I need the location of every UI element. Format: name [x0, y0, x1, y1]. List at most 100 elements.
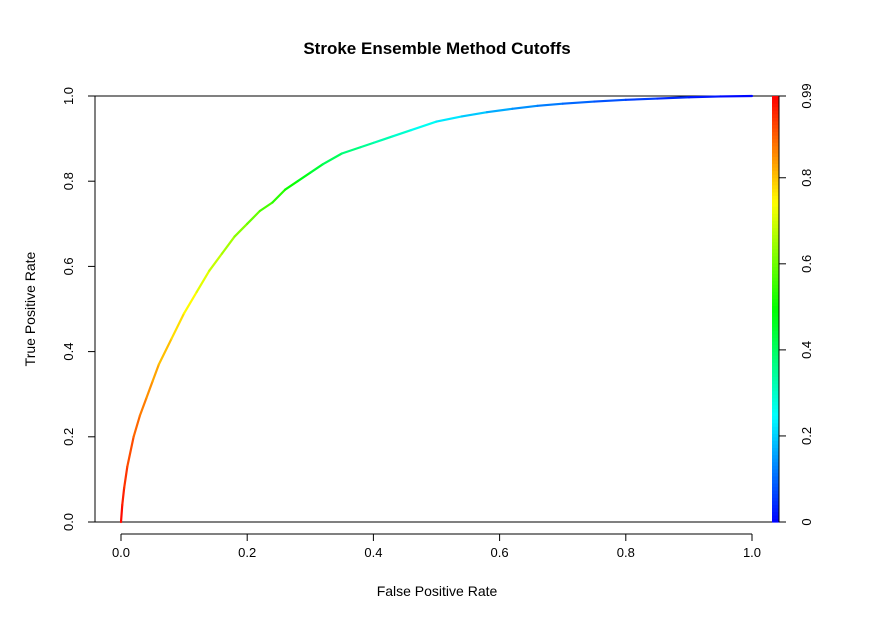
colorbar: 0 0.2 0.4 0.6 0.8 0.99	[772, 83, 814, 526]
curve-segment	[410, 120, 438, 132]
x-tick-label: 0.6	[491, 545, 509, 560]
colorbar-segment	[772, 248, 779, 253]
curve-segment	[485, 107, 514, 114]
colorbar-segment	[772, 152, 779, 157]
colorbar-segment	[772, 177, 779, 182]
curve-segment	[391, 128, 413, 138]
colorbar-segment	[772, 252, 779, 257]
x-tick-label: 0.2	[238, 545, 256, 560]
curve-segment	[145, 380, 154, 400]
colorbar-segment	[772, 376, 779, 381]
curve-segment	[624, 97, 659, 101]
colorbar-tick-label: 0.8	[799, 169, 814, 187]
curve-segment	[321, 152, 343, 166]
colorbar-segment	[772, 269, 779, 275]
colorbar-segment	[772, 351, 779, 356]
curve-segment	[296, 171, 312, 183]
colorbar-segment	[772, 280, 779, 285]
colorbar-segment	[772, 167, 779, 172]
colorbar-segment	[772, 475, 779, 480]
colorbar-segment	[772, 369, 779, 374]
colorbar-segment	[772, 305, 779, 310]
colorbar-segment	[772, 518, 779, 523]
colorbar-segment	[772, 131, 779, 136]
colorbar-segment	[772, 266, 779, 271]
colorbar-segment	[772, 394, 779, 399]
colorbar-segment	[772, 458, 779, 463]
colorbar-segment	[772, 209, 779, 214]
colorbar-segment	[772, 220, 779, 225]
colorbar-segment	[772, 465, 779, 470]
curve-segment	[183, 290, 198, 315]
colorbar-segment	[772, 323, 779, 328]
colorbar-segment	[772, 195, 779, 200]
colorbar-segment	[772, 135, 779, 140]
colorbar-segment	[772, 156, 779, 161]
y-tick-label: 0.4	[61, 343, 76, 361]
colorbar-segment	[772, 397, 779, 402]
curve-segment	[121, 486, 126, 507]
colorbar-segment	[772, 149, 779, 154]
colorbar-segment	[772, 404, 779, 409]
colorbar-segment	[772, 216, 779, 221]
curve-segment	[309, 163, 325, 174]
colorbar-segment	[772, 227, 779, 232]
roc-curve	[119, 94, 754, 524]
colorbar-segment	[772, 362, 779, 367]
curve-segment	[123, 465, 129, 490]
colorbar-segment	[772, 372, 779, 378]
colorbar-segment	[772, 117, 779, 122]
colorbar-segment	[772, 482, 779, 488]
curve-segment	[208, 252, 224, 272]
colorbar-segment	[772, 493, 779, 498]
curve-segment	[283, 180, 299, 191]
colorbar-segment	[772, 415, 779, 420]
colorbar-segment	[772, 408, 779, 413]
colorbar-segment	[772, 163, 779, 168]
colorbar-segment	[772, 436, 779, 441]
colorbar-segment	[772, 440, 779, 445]
colorbar-segment	[772, 245, 779, 250]
colorbar-segment	[772, 106, 779, 111]
curve-segment	[119, 503, 124, 524]
colorbar-segment	[772, 206, 779, 211]
colorbar-segment	[772, 411, 779, 417]
colorbar-segment	[772, 213, 779, 218]
chart-title: Stroke Ensemble Method Cutoffs	[303, 39, 570, 58]
y-tick-label: 0.6	[61, 257, 76, 275]
curve-segment	[195, 269, 211, 294]
colorbar-segment	[772, 511, 779, 516]
x-tick-label: 1.0	[743, 545, 761, 560]
colorbar-tick-label: 0.2	[799, 427, 814, 445]
colorbar-segment	[772, 319, 779, 324]
colorbar-segment	[772, 365, 779, 370]
colorbar-segment	[772, 426, 779, 431]
curve-segment	[460, 111, 489, 118]
colorbar-segment	[772, 284, 779, 289]
colorbar-segment	[772, 277, 779, 282]
colorbar-segment	[772, 422, 779, 427]
colorbar-segment	[772, 309, 779, 314]
colorbar-segment	[772, 340, 779, 346]
x-tick-label: 0.0	[112, 545, 130, 560]
curve-segment	[687, 95, 722, 99]
colorbar-segment	[772, 301, 779, 307]
colorbar-segment	[772, 96, 779, 101]
colorbar-segment	[772, 429, 779, 434]
curve-segment	[151, 363, 160, 383]
curve-segment	[246, 209, 261, 225]
curve-segment	[126, 435, 135, 468]
x-axis-label: False Positive Rate	[377, 583, 498, 599]
colorbar-segment	[772, 124, 779, 129]
colorbar-segment	[772, 259, 779, 264]
colorbar-segment	[772, 198, 779, 204]
curve-segment	[536, 102, 564, 107]
colorbar-segment	[772, 479, 779, 484]
colorbar-segment	[772, 387, 779, 392]
curve-segment	[656, 96, 691, 100]
colorbar-segment	[772, 447, 779, 452]
y-axis-label: True Positive Rate	[22, 251, 38, 366]
colorbar-segment	[772, 138, 779, 143]
colorbar-segment	[772, 443, 779, 449]
